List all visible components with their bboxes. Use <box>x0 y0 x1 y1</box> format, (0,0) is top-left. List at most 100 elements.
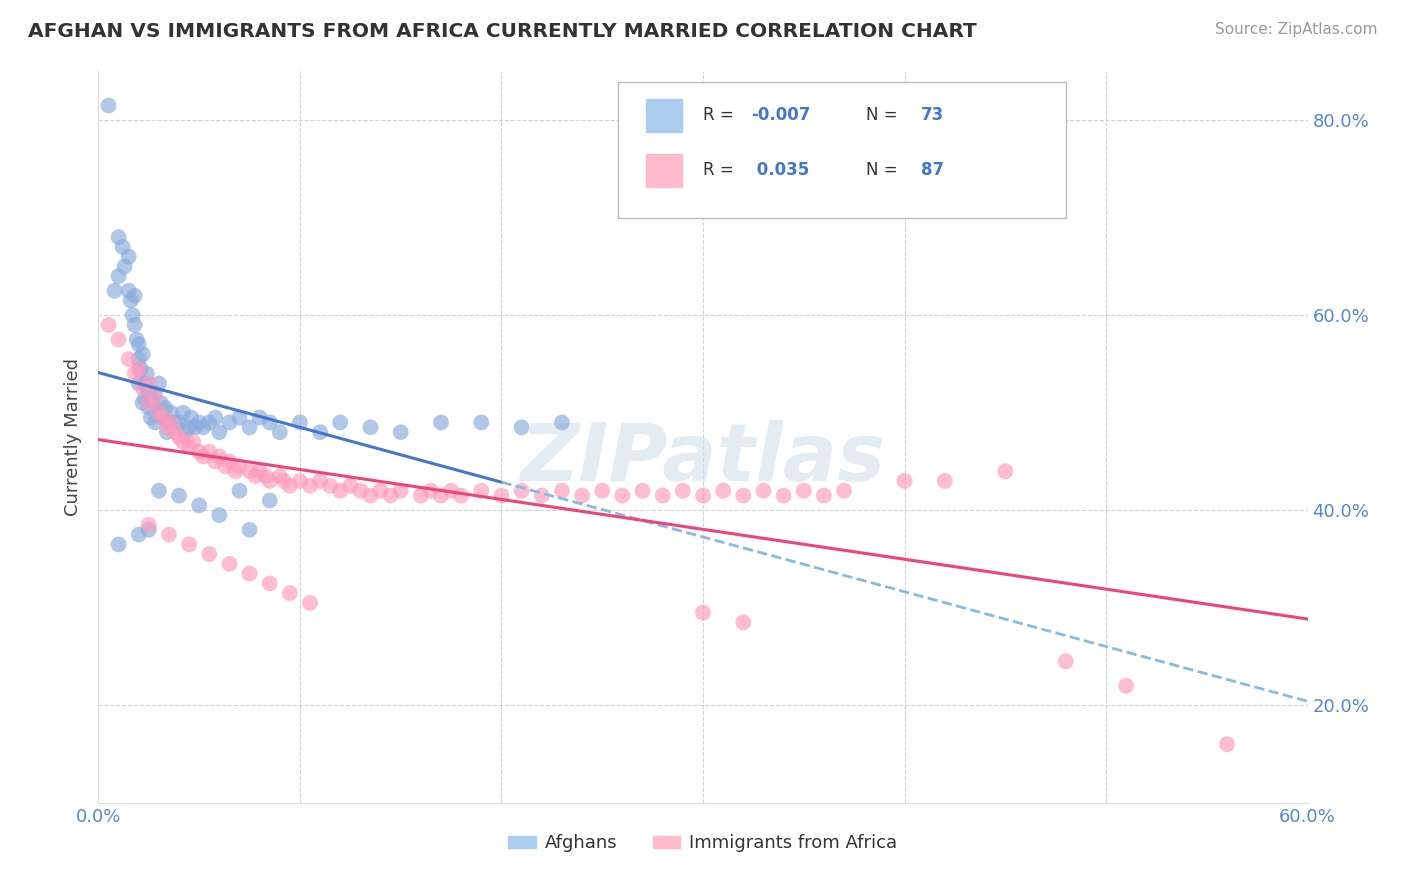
Point <box>214 459 236 474</box>
Text: AFGHAN VS IMMIGRANTS FROM AFRICA CURRENTLY MARRIED CORRELATION CHART: AFGHAN VS IMMIGRANTS FROM AFRICA CURRENT… <box>28 22 977 41</box>
Point <box>138 517 160 532</box>
Point <box>349 483 371 498</box>
Point <box>181 434 204 449</box>
Point <box>273 474 295 488</box>
Point <box>470 483 492 498</box>
Point <box>309 474 332 488</box>
Point <box>218 454 240 468</box>
Point <box>339 479 361 493</box>
Text: 73: 73 <box>921 106 943 124</box>
Point <box>733 615 755 630</box>
Point <box>329 483 352 498</box>
Point <box>208 508 231 522</box>
Point <box>249 464 271 478</box>
Point <box>218 557 240 571</box>
Point <box>172 406 194 420</box>
Text: 87: 87 <box>921 161 943 179</box>
Point <box>129 361 152 376</box>
Point <box>148 406 170 420</box>
Point <box>299 596 322 610</box>
Point <box>153 401 176 415</box>
Point <box>179 537 201 551</box>
Point <box>430 416 453 430</box>
Point <box>143 386 166 401</box>
Point <box>551 483 574 498</box>
Point <box>389 483 412 498</box>
Point <box>128 527 150 541</box>
Text: R =: R = <box>703 161 740 179</box>
Point <box>138 396 160 410</box>
Point <box>1054 654 1077 668</box>
Point <box>132 347 155 361</box>
Point <box>370 483 392 498</box>
Point <box>1115 679 1137 693</box>
Point <box>107 333 129 347</box>
Point <box>711 483 734 498</box>
Point <box>772 489 794 503</box>
Point <box>163 425 186 440</box>
Point <box>752 483 775 498</box>
Point <box>157 527 180 541</box>
Point <box>118 352 141 367</box>
Point <box>228 410 250 425</box>
Point <box>309 425 332 440</box>
Point <box>174 425 197 440</box>
Point <box>156 420 179 434</box>
Point <box>239 566 262 581</box>
Point <box>124 367 146 381</box>
Point <box>994 464 1017 478</box>
Point <box>239 523 262 537</box>
Point <box>179 420 201 434</box>
Point <box>167 430 190 444</box>
Point <box>134 376 156 391</box>
Point <box>530 489 553 503</box>
Point <box>329 416 352 430</box>
Point <box>651 489 673 503</box>
Point <box>491 489 513 503</box>
Point <box>128 361 150 376</box>
Point <box>142 396 165 410</box>
Point <box>148 483 170 498</box>
FancyBboxPatch shape <box>647 153 682 186</box>
Point <box>160 416 183 430</box>
Point <box>184 420 207 434</box>
Point <box>389 425 412 440</box>
Point <box>224 464 246 478</box>
Point <box>259 416 281 430</box>
Point <box>278 586 301 600</box>
Point <box>198 444 221 458</box>
Point <box>440 483 463 498</box>
Point <box>188 499 211 513</box>
Point <box>1216 737 1239 751</box>
Point <box>139 410 162 425</box>
Point <box>167 416 190 430</box>
Point <box>149 396 172 410</box>
Point <box>430 489 453 503</box>
Point <box>269 425 291 440</box>
Point <box>733 489 755 503</box>
Point <box>208 425 231 440</box>
Point <box>551 416 574 430</box>
Point <box>380 489 402 503</box>
Point <box>204 410 226 425</box>
Point <box>114 260 136 274</box>
Point <box>138 401 160 415</box>
Point <box>97 318 120 332</box>
Point <box>672 483 695 498</box>
Point <box>120 293 142 308</box>
Point <box>188 416 211 430</box>
Point <box>198 547 221 561</box>
Point <box>420 483 443 498</box>
Point <box>111 240 134 254</box>
Point <box>97 98 120 112</box>
Point <box>107 537 129 551</box>
Point <box>360 420 382 434</box>
Point <box>571 489 593 503</box>
Text: N =: N = <box>866 161 903 179</box>
Point <box>254 469 277 483</box>
Point <box>160 406 183 420</box>
Point <box>157 416 180 430</box>
Point <box>138 386 160 401</box>
Point <box>510 420 533 434</box>
Point <box>832 483 855 498</box>
